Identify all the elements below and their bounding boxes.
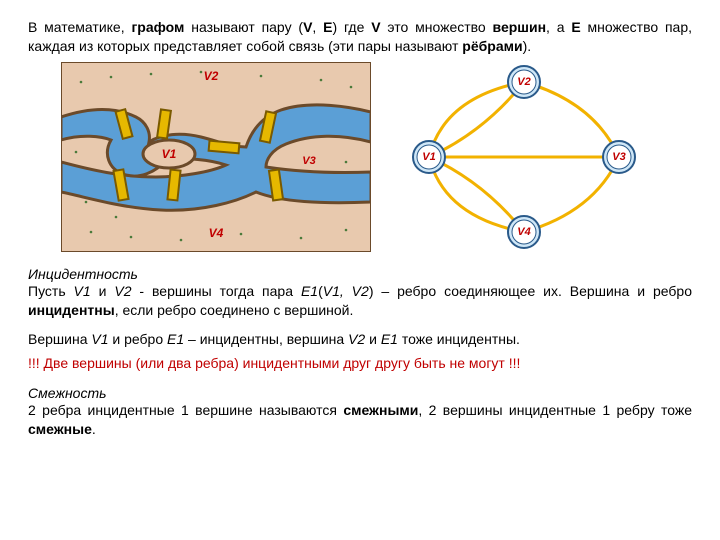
text: – инцидентны, вершина	[184, 331, 348, 347]
map-label-v3: V3	[302, 155, 315, 167]
node-v3: V3	[603, 141, 635, 173]
river-map-figure: V2 V1 V3 V4	[61, 62, 371, 252]
text: и	[91, 283, 115, 299]
var-E: E	[571, 19, 580, 35]
var: V1, V2	[323, 283, 369, 299]
incidence-p2: Вершина V1 и ребро E1 – инцидентны, верш…	[28, 330, 692, 349]
intro-paragraph: В математике, графом называют пару (V, E…	[28, 18, 692, 56]
adjacency-p: 2 ребра инцидентные 1 вершине называются…	[28, 401, 692, 439]
text: Вершина	[28, 331, 91, 347]
term-adjacent: смежными	[343, 402, 418, 418]
node-label-v1: V1	[422, 151, 435, 163]
var: V1	[74, 283, 91, 299]
text: В математике,	[28, 19, 131, 35]
text: - вершины тогда пара	[131, 283, 300, 299]
var: E1	[167, 331, 184, 347]
text: .	[92, 421, 96, 437]
text: ) где	[332, 19, 371, 35]
term-incident: инцидентны	[28, 302, 115, 318]
text: это множество	[381, 19, 493, 35]
incidence-title: Инцидентность	[28, 266, 692, 282]
term-adjacent: смежные	[28, 421, 92, 437]
text: , если ребро соединено с вершиной.	[115, 302, 354, 318]
node-v2: V2	[508, 66, 540, 98]
map-label-v4: V4	[209, 226, 224, 240]
node-label-v2: V2	[517, 76, 530, 88]
text: называют пару (	[184, 19, 303, 35]
text: , 2 вершины инцидентные 1 ребру тоже	[418, 402, 692, 418]
var: V1	[91, 331, 108, 347]
var: E1	[301, 283, 318, 299]
text: ).	[523, 38, 532, 54]
figures-row: V2 V1 V3 V4 V1	[28, 62, 692, 252]
node-v4: V4	[508, 216, 540, 248]
var: E1	[381, 331, 398, 347]
var-V: V	[303, 19, 312, 35]
incidence-p1: Пусть V1 и V2 - вершины тогда пара E1(V1…	[28, 282, 692, 320]
graph-figure: V1 V2 V3 V4	[389, 62, 659, 252]
text: , а	[546, 19, 571, 35]
text: ) – ребро соединяющее их. Вершина и ребр…	[369, 283, 692, 299]
text: и	[365, 331, 381, 347]
term-vertices: вершин	[493, 19, 547, 35]
node-v1: V1	[413, 141, 445, 173]
text: Пусть	[28, 283, 74, 299]
term-edges: рёбрами	[462, 38, 522, 54]
node-label-v3: V3	[612, 151, 625, 163]
node-label-v4: V4	[517, 226, 530, 238]
text: тоже инцидентны.	[398, 331, 520, 347]
adjacency-title: Смежность	[28, 385, 692, 401]
var: V2	[114, 283, 131, 299]
var: V2	[348, 331, 365, 347]
text: и ребро	[109, 331, 168, 347]
map-label-v1: V1	[162, 147, 177, 161]
map-label-v2: V2	[204, 69, 219, 83]
text: 2 ребра инцидентные 1 вершине называются	[28, 402, 343, 418]
incidence-warning: !!! Две вершины (или два ребра) инцидент…	[28, 354, 692, 373]
term-graph: графом	[131, 19, 184, 35]
var-V: V	[371, 19, 380, 35]
text: ,	[312, 19, 323, 35]
